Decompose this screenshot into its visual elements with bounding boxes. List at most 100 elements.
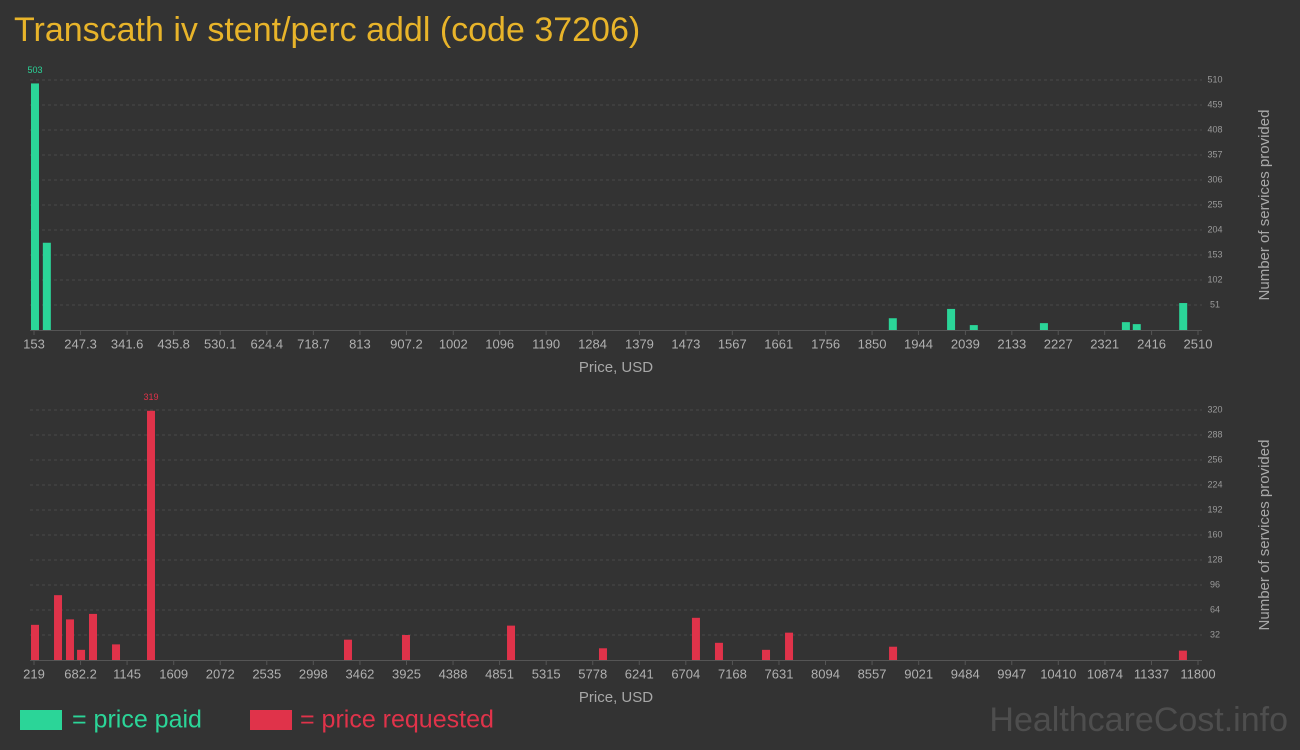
x-tick-label: 4388 <box>439 666 468 681</box>
y-axis-label: Number of services provided <box>1256 440 1273 631</box>
x-tick-label: 341.6 <box>111 336 144 351</box>
bar <box>888 318 897 330</box>
legend-label: = price requested <box>300 706 494 734</box>
x-tick-label: 2510 <box>1184 336 1213 351</box>
bar <box>1178 650 1187 660</box>
bar <box>762 649 771 660</box>
bar <box>1179 303 1188 330</box>
bar <box>65 619 74 660</box>
x-tick-label: 2535 <box>252 666 281 681</box>
x-tick-label: 247.3 <box>64 336 97 351</box>
x-tick-label: 1190 <box>532 336 560 351</box>
y-tick-label: 64 <box>1210 604 1220 614</box>
bar <box>714 642 723 660</box>
x-tick-label: 718.7 <box>297 336 330 351</box>
x-tick-label: 530.1 <box>204 336 237 351</box>
x-tick-label: 682.2 <box>64 666 97 681</box>
y-tick-label: 192 <box>1207 504 1222 514</box>
bar <box>343 639 352 660</box>
x-tick-label: 5315 <box>532 666 561 681</box>
x-tick-label: 1284 <box>578 336 607 351</box>
bar <box>1039 323 1048 330</box>
x-tick-label: 1850 <box>858 336 887 351</box>
x-tick-label: 624.4 <box>251 336 284 351</box>
watermark: HealthcareCost.info <box>989 701 1288 739</box>
x-tick-label: 2039 <box>951 336 980 351</box>
bar <box>969 325 978 330</box>
y-tick-label: 256 <box>1207 454 1222 464</box>
x-tick-label: 2416 <box>1137 336 1166 351</box>
y-tick-label: 153 <box>1207 249 1222 259</box>
y-tick-label: 320 <box>1207 404 1222 414</box>
x-tick-label: 2227 <box>1044 336 1073 351</box>
x-tick-label: 1145 <box>113 666 141 681</box>
x-tick-label: 9484 <box>951 666 980 681</box>
y-tick-label: 306 <box>1207 174 1222 184</box>
bar <box>77 649 86 660</box>
bar <box>947 308 956 330</box>
bar <box>30 83 39 331</box>
y-tick-label: 408 <box>1207 124 1222 134</box>
x-tick-label: 10874 <box>1087 666 1123 681</box>
x-tick-label: 907.2 <box>390 336 423 351</box>
legend-label: = price paid <box>72 706 202 734</box>
value-label: 503 <box>27 65 42 75</box>
x-tick-label: 1661 <box>764 336 793 351</box>
y-tick-label: 224 <box>1207 479 1222 489</box>
bar <box>598 648 607 660</box>
y-tick-label: 32 <box>1210 629 1220 639</box>
x-tick-label: 6241 <box>625 666 654 681</box>
x-tick-label: 10410 <box>1040 666 1076 681</box>
x-tick-label: 1609 <box>159 666 188 681</box>
x-tick-label: 8094 <box>811 666 840 681</box>
x-tick-label: 8557 <box>858 666 887 681</box>
x-tick-label: 2072 <box>206 666 235 681</box>
x-tick-label: 11800 <box>1180 666 1215 681</box>
x-tick-label: 1002 <box>439 336 468 351</box>
x-tick-label: 5778 <box>578 666 607 681</box>
bar <box>401 635 410 660</box>
page-title: Transcath iv stent/perc addl (code 37206… <box>14 11 640 49</box>
bar <box>88 613 97 660</box>
bar <box>785 632 794 660</box>
x-tick-label: 1567 <box>718 336 747 351</box>
x-tick-label: 1944 <box>904 336 933 351</box>
x-tick-label: 435.8 <box>157 336 190 351</box>
legend-swatch <box>250 710 292 730</box>
x-tick-label: 7168 <box>718 666 747 681</box>
bar <box>889 646 898 660</box>
x-tick-label: 2133 <box>997 336 1026 351</box>
x-tick-label: 3925 <box>392 666 421 681</box>
bar <box>691 617 700 660</box>
bar <box>1132 324 1141 330</box>
x-tick-label: 7631 <box>765 666 794 681</box>
y-axis-label: Number of services provided <box>1256 110 1273 301</box>
y-tick-label: 357 <box>1207 149 1222 159</box>
y-tick-label: 204 <box>1207 224 1222 234</box>
x-tick-label: 9021 <box>904 666 933 681</box>
bar <box>31 624 40 660</box>
x-tick-label: 2998 <box>299 666 328 681</box>
x-tick-label: 6704 <box>671 666 700 681</box>
x-tick-label: 1096 <box>485 336 514 351</box>
y-tick-label: 510 <box>1207 74 1222 84</box>
x-tick-label: 813 <box>349 336 371 351</box>
y-tick-label: 459 <box>1207 99 1222 109</box>
y-tick-label: 51 <box>1210 299 1220 309</box>
y-tick-label: 160 <box>1207 529 1222 539</box>
bar <box>42 242 51 330</box>
x-tick-label: 1379 <box>625 336 654 351</box>
y-tick-label: 288 <box>1207 429 1222 439</box>
bar <box>1121 322 1130 330</box>
bar <box>54 595 63 660</box>
bar <box>146 410 155 660</box>
y-tick-label: 102 <box>1207 274 1222 284</box>
x-axis-label: Price, USD <box>579 689 653 706</box>
y-tick-label: 96 <box>1210 579 1220 589</box>
x-tick-label: 11337 <box>1134 666 1169 681</box>
y-tick-label: 255 <box>1207 199 1222 209</box>
legend-swatch <box>20 710 62 730</box>
bar <box>507 625 516 660</box>
